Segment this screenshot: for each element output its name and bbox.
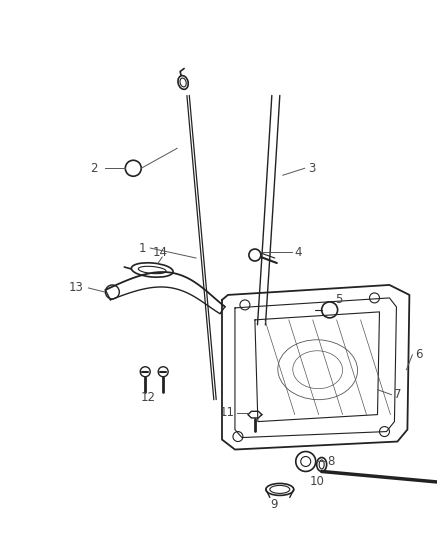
- Text: 4: 4: [295, 246, 302, 259]
- Text: 10: 10: [310, 475, 325, 488]
- Text: 8: 8: [328, 455, 335, 468]
- Text: 5: 5: [335, 293, 342, 306]
- Text: 11: 11: [220, 406, 235, 419]
- Text: 1: 1: [138, 241, 146, 255]
- Text: 9: 9: [270, 498, 277, 511]
- Text: 14: 14: [152, 246, 167, 259]
- Text: 3: 3: [308, 161, 315, 175]
- Text: 7: 7: [395, 388, 402, 401]
- Text: 2: 2: [90, 161, 98, 175]
- Text: 12: 12: [140, 391, 155, 404]
- Text: 6: 6: [415, 348, 423, 361]
- Text: 13: 13: [68, 281, 83, 294]
